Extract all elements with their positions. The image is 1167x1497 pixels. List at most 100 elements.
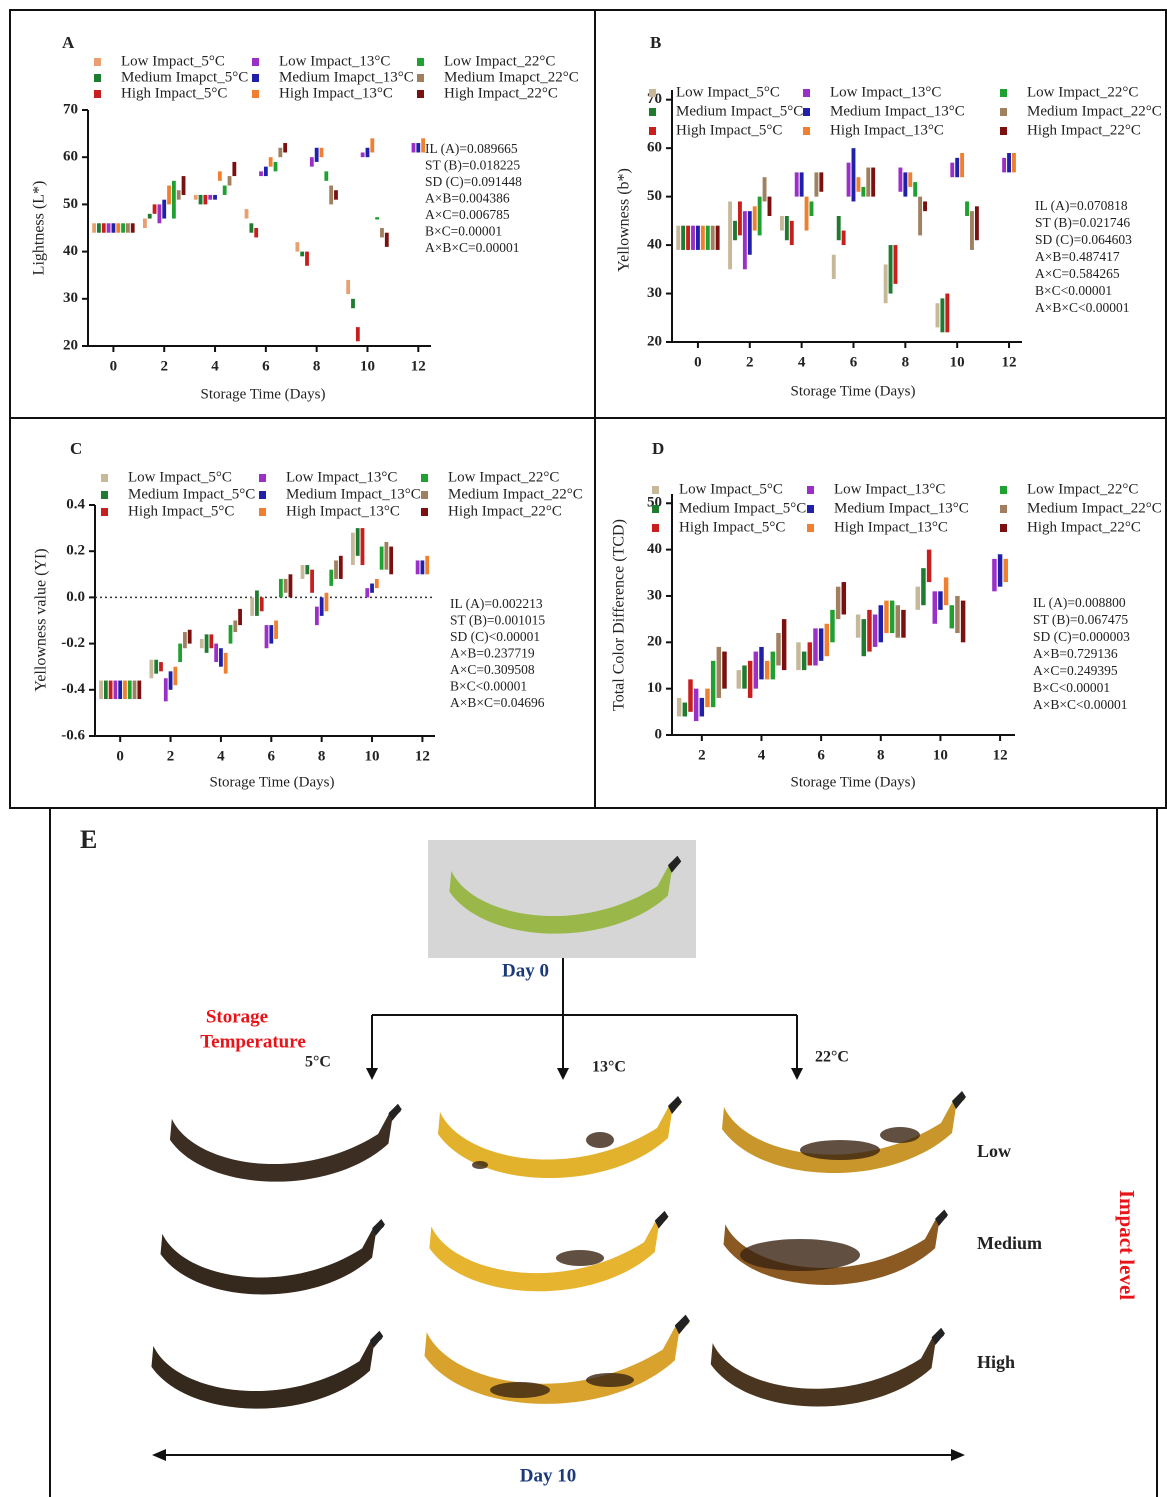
y-tick-label: 60 <box>63 149 78 165</box>
legend-label: Medium Impact_13°C <box>830 103 965 119</box>
range-bar <box>894 245 898 284</box>
legend-label: High Impact_22°C <box>1027 122 1141 138</box>
range-bar <box>356 327 360 341</box>
legend-swatch <box>807 486 814 494</box>
stat-label: A×C=0.584265 <box>1035 266 1120 281</box>
range-bar <box>716 226 720 250</box>
range-bar <box>365 588 369 597</box>
x-tick-label: 8 <box>902 354 910 370</box>
range-bar <box>375 217 379 219</box>
range-bar <box>856 177 860 192</box>
legend-swatch <box>94 90 101 98</box>
range-bar <box>923 201 927 211</box>
range-bar <box>743 211 747 269</box>
x-tick-label: 10 <box>950 354 965 370</box>
y-tick-label: 40 <box>63 243 78 259</box>
range-bar <box>320 597 324 615</box>
range-bar <box>927 550 931 582</box>
y-tick-label: 0.4 <box>66 496 85 512</box>
legend-label: Medium Impact_5°C <box>679 500 806 516</box>
legend-label: High Impact_5°C <box>121 85 227 101</box>
legend-swatch <box>101 491 108 499</box>
legend-label: Medium Impact_13°C <box>286 486 421 502</box>
temperature-label: 22°C <box>815 1049 849 1066</box>
range-bar <box>112 223 116 232</box>
range-bar <box>208 195 212 200</box>
y-axis-label: Total Color Difference (TCD) <box>611 519 628 711</box>
range-bar <box>916 587 920 610</box>
range-bar <box>128 681 132 699</box>
range-bar <box>324 171 328 180</box>
x-tick-label: 10 <box>365 748 380 764</box>
range-bar <box>389 547 393 575</box>
x-tick-label: 6 <box>850 354 858 370</box>
range-bar <box>814 172 818 196</box>
range-bar <box>676 226 680 250</box>
y-tick-label: 40 <box>647 237 662 253</box>
legend-swatch <box>649 89 656 97</box>
range-bar <box>861 187 865 197</box>
range-bar <box>1004 559 1008 582</box>
x-axis-label: Storage Time (Days) <box>201 386 326 402</box>
legend-label: Medium Impact_22°C <box>1027 103 1162 119</box>
legend-swatch <box>101 474 108 482</box>
legend-swatch <box>94 58 101 66</box>
range-bar <box>102 223 106 232</box>
legend-swatch <box>1000 505 1007 513</box>
range-bar <box>785 216 789 240</box>
legend-swatch <box>421 474 428 482</box>
range-bar <box>213 195 217 200</box>
tree-arrowheads <box>366 1068 803 1080</box>
range-bar <box>259 171 263 176</box>
range-bar <box>970 211 974 250</box>
y-tick-label: 30 <box>63 290 78 306</box>
range-bar <box>705 689 709 708</box>
range-bar <box>264 167 268 176</box>
range-bar <box>269 625 273 643</box>
stat-label: A×B=0.237719 <box>450 646 535 661</box>
legend-swatch <box>807 505 814 513</box>
figure: 203040506070024681012Low Impact_5°CMediu… <box>0 0 1167 1497</box>
x-tick-label: 6 <box>817 747 825 763</box>
range-bar <box>150 660 154 678</box>
range-bar <box>162 200 166 219</box>
legend-swatch <box>652 505 659 513</box>
legend-label: Low Impact_5°C <box>128 469 232 485</box>
x-tick-label: 6 <box>268 748 276 764</box>
stat-label: SD (C)=0.064603 <box>1035 232 1132 247</box>
range-bar <box>310 570 314 593</box>
range-bar <box>148 214 152 219</box>
stat-label: B×C<0.00001 <box>1033 680 1110 695</box>
legend-swatch <box>1000 486 1007 494</box>
range-bar <box>998 554 1002 586</box>
range-bar <box>305 252 309 266</box>
legend-label: Low Impact_13°C <box>279 53 390 69</box>
range-bar <box>748 211 752 255</box>
stat-label: B×C=0.00001 <box>425 224 502 239</box>
legend-swatch <box>417 90 424 98</box>
range-bar <box>157 204 161 223</box>
legend-label: High Impact_5°C <box>128 503 234 519</box>
stat-label: IL (A)=0.002213 <box>450 596 543 611</box>
range-bar <box>167 186 171 205</box>
range-bar <box>114 681 118 699</box>
range-bar <box>361 528 365 565</box>
range-bar <box>830 610 834 642</box>
legend-label: Medium Impact_5°C <box>128 486 255 502</box>
range-bar <box>866 168 870 197</box>
y-tick-label: 60 <box>647 140 662 156</box>
range-bar <box>385 542 389 570</box>
range-bar <box>249 223 253 232</box>
range-bar <box>173 667 177 685</box>
range-bar <box>295 242 299 251</box>
range-bar <box>765 661 769 680</box>
range-bar <box>890 601 894 633</box>
range-bar <box>810 201 814 216</box>
range-bar <box>300 252 304 257</box>
legend-label: High Impact_5°C <box>679 519 785 535</box>
legend-label: High Impact_22°C <box>1027 519 1141 535</box>
range-bar <box>233 621 237 633</box>
range-bar <box>965 201 969 216</box>
range-bar <box>955 158 959 177</box>
x-tick-label: 12 <box>993 747 1008 763</box>
